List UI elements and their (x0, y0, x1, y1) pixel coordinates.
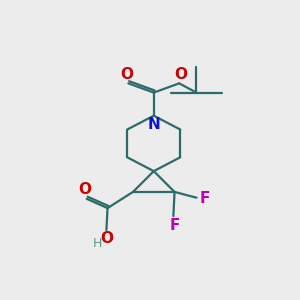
Text: O: O (174, 67, 187, 82)
Text: F: F (169, 218, 180, 233)
Text: F: F (200, 191, 210, 206)
Text: N: N (147, 117, 160, 132)
Text: O: O (78, 182, 91, 197)
Text: H: H (92, 237, 102, 250)
Text: O: O (100, 231, 113, 246)
Text: O: O (121, 67, 134, 82)
